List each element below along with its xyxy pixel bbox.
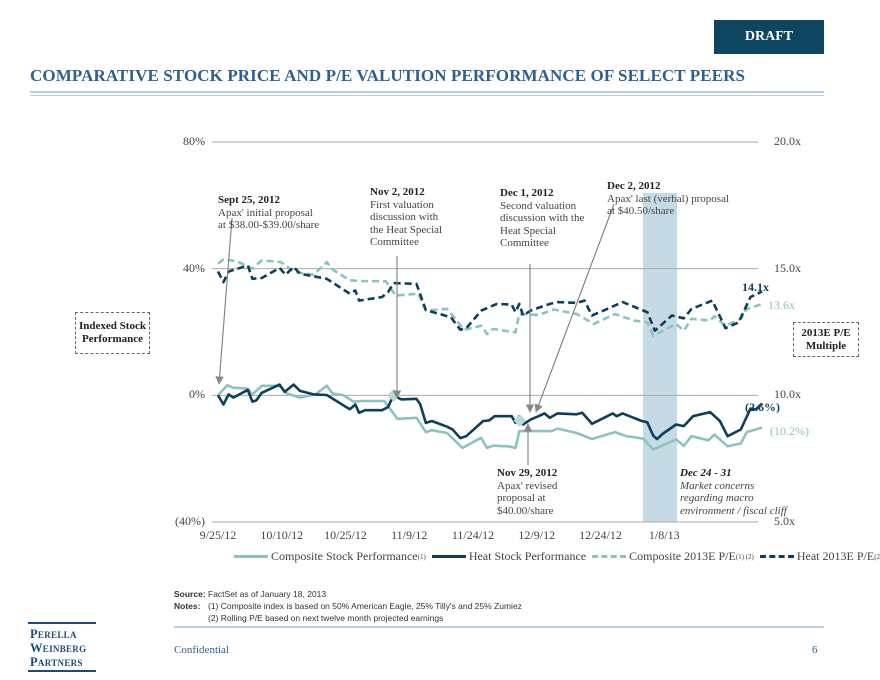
note-1: (1) Composite index is based on 50% Amer…	[208, 601, 522, 611]
left-tick-label: 40%	[183, 260, 205, 275]
annotation-line: Heat Special	[500, 224, 556, 237]
annotation-line: regarding macro	[680, 492, 754, 504]
annotation-line: environment / fiscal cliff	[680, 504, 787, 517]
right-tick-label: 15.0x	[774, 260, 801, 275]
legend-label: Composite Stock Performance	[271, 549, 418, 563]
end-label: (2.6%)	[745, 400, 780, 414]
right-tick-label: 10.0x	[774, 387, 801, 402]
source-text: FactSet as of January 18, 2013	[208, 589, 327, 599]
legend-swatch	[234, 555, 268, 558]
annotation-line: Market concerns	[680, 479, 755, 492]
title-divider-thin	[30, 95, 824, 96]
annotation: Nov 29, 2012 Apax' revised proposal at $40.…	[497, 467, 557, 517]
annotation: Sept 25, 2012 Apax' initial proposal at $3…	[218, 194, 319, 232]
x-tick-label: 12/24/12	[579, 528, 622, 542]
x-tick-label: 11/24/12	[451, 528, 495, 542]
legend-swatch	[759, 555, 794, 558]
annotation-date: Dec 24 - 31	[680, 467, 732, 479]
right-tick-label: 20.0x	[774, 134, 801, 148]
event-marker	[387, 388, 400, 402]
logo: Perella Weinberg Partners	[28, 622, 96, 672]
x-tick-label: 10/10/12	[260, 528, 304, 542]
annotation-line: at $40.50/share	[607, 205, 675, 217]
annotation-line: discussion with	[370, 211, 439, 223]
annotation-line: $40.00/share	[497, 504, 554, 517]
footnotes: Source: FactSet as of January 18, 2013 No…	[174, 588, 522, 624]
left-tick-label: 80%	[183, 134, 205, 148]
legend-label: Heat 2013E P/E	[796, 549, 875, 563]
notes-key: Notes:	[174, 601, 201, 611]
annotation: Dec 2, 2012 Apax' last (verbal) proposal a…	[607, 180, 729, 218]
end-label: 13.6x	[768, 298, 795, 312]
annotation-arrow	[215, 217, 233, 385]
legend-footnote: (1)	[417, 552, 426, 561]
left-axis-label: Indexed Stock Performance	[75, 312, 150, 354]
confidential-label: Confidential	[174, 644, 229, 656]
annotation-line: Committee	[500, 237, 549, 249]
end-label: (10.2%)	[770, 424, 809, 438]
legend-swatch	[592, 555, 627, 558]
annotation-line: Apax' last (verbal) proposal	[607, 192, 730, 205]
legend-swatch	[431, 555, 466, 558]
annotation-date: Dec 2, 2012	[607, 180, 661, 192]
series-line-composite-stock-performance	[217, 383, 763, 451]
annotation-line: First valuation	[370, 198, 434, 211]
left-tick-label: (40%)	[175, 514, 205, 528]
annotation: Dec 24 - 31 Market concerns regarding macr…	[680, 467, 787, 517]
page-number: 6	[812, 644, 818, 656]
x-tick-label: 1/8/13	[648, 528, 680, 542]
page-title: COMPARATIVE STOCK PRICE AND P/E VALUTION…	[30, 66, 746, 85]
logo-line: Weinberg	[30, 641, 87, 655]
annotation: Nov 2, 2012 First valuation discussion wit…	[370, 186, 442, 249]
annotation-line: Second valuation	[500, 199, 577, 212]
footer-divider	[174, 626, 824, 628]
event-marker	[513, 414, 527, 428]
series-line-composite-2013e-p-e	[217, 257, 763, 338]
shaded-period	[643, 193, 677, 522]
annotation-date: Nov 2, 2012	[370, 186, 425, 198]
legend: Composite Stock Performance (1) Heat Stock…	[228, 549, 880, 564]
x-tick-label: 12/9/12	[518, 528, 556, 542]
annotation-line: Apax' revised	[497, 479, 558, 492]
annotation-line: Apax' initial proposal	[218, 206, 313, 219]
legend-footnote: (1) (2)	[735, 552, 754, 561]
annotation-date: Sept 25, 2012	[218, 194, 281, 206]
note-2: (2) Rolling P/E based on next twelve mon…	[208, 613, 444, 623]
right-tick-label: 5.0x	[774, 514, 795, 528]
legend-footnote: (2)	[874, 552, 880, 561]
legend-label: Composite 2013E P/E	[629, 549, 736, 563]
annotation-line: proposal at	[497, 492, 546, 504]
x-tick-label: 11/9/12	[391, 528, 428, 542]
right-axis-label: 2013E P/E Multiple	[793, 322, 859, 357]
annotation-arrow	[534, 203, 615, 413]
x-tick-label: 10/25/12	[324, 528, 367, 542]
annotation-date: Nov 29, 2012	[497, 467, 558, 479]
title-divider	[30, 91, 824, 93]
annotation-line: discussion with the	[500, 212, 585, 224]
annotation-line: Committee	[370, 236, 419, 248]
annotation-line: at $38.00-$39.00/share	[218, 219, 320, 231]
left-tick-label: 0%	[189, 387, 205, 402]
x-tick-label: 9/25/12	[199, 528, 237, 542]
source-key: Source:	[174, 589, 206, 599]
series-line-heat-stock-performance	[216, 383, 763, 441]
legend-label: Heat Stock Performance	[468, 549, 587, 563]
logo-line: Partners	[30, 655, 83, 669]
annotation-line: the Heat Special	[370, 223, 443, 236]
annotation: Dec 1, 2012 Second valuation discussion wi…	[500, 187, 584, 250]
series-line-heat-2013e-p-e	[216, 264, 763, 333]
end-label: 14.1x	[742, 280, 769, 294]
logo-line: Perella	[30, 627, 77, 641]
annotation-date: Dec 1, 2012	[500, 187, 554, 199]
draft-badge: DRAFT	[714, 20, 824, 54]
